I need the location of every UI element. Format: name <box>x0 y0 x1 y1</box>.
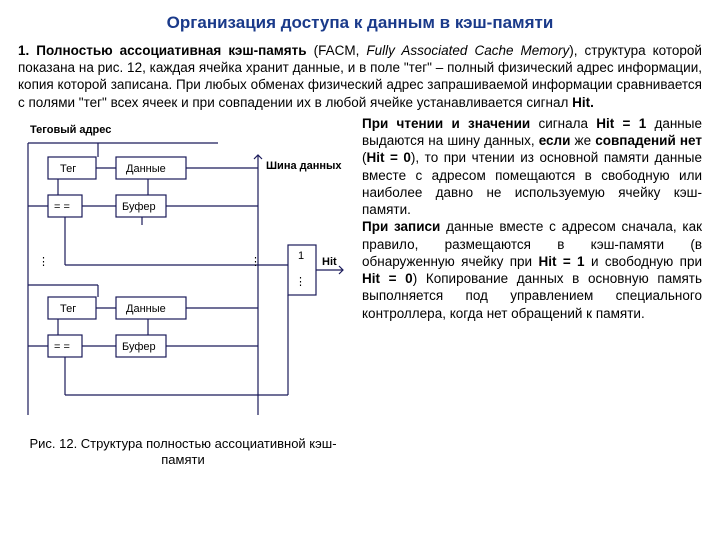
lbl-hit: Hit <box>322 256 337 268</box>
lbl-one: 1 <box>298 250 304 262</box>
lbl-data2: Данные <box>126 303 166 315</box>
r-hit1: Hit = 1 <box>596 116 646 131</box>
p1-full: Fully Associated Cache Memory <box>366 43 569 58</box>
dots1: ⋮ <box>38 256 49 268</box>
r-esli: если <box>539 133 571 148</box>
dots3: ⋮ <box>295 276 306 288</box>
lbl-bus: Шина данных <box>266 160 342 172</box>
cache-diagram: Теговый адрес Тег Данные = = Буфер Шина … <box>18 115 348 430</box>
r2d: и свободную при <box>585 254 702 269</box>
r2f: ) Копирование данных в основную память в… <box>362 271 702 321</box>
r-write-lead: При записи <box>362 219 440 234</box>
r1b: сигнала <box>530 116 596 131</box>
p1-hit: Hit. <box>572 95 594 110</box>
diagram-column: Теговый адрес Тег Данные = = Буфер Шина … <box>18 115 348 469</box>
lbl-tag1: Тег <box>60 163 76 175</box>
lbl-buf1: Буфер <box>122 201 156 213</box>
dots2: ⋮ <box>250 256 261 268</box>
figure-caption: Рис. 12. Структура полностью ассоциативн… <box>18 436 348 469</box>
p1-facm: (FACM, <box>314 43 360 58</box>
p1-lead: 1. Полностью ассоциативная кэш-память <box>18 43 307 58</box>
r-hit0b: Hit = 0 <box>362 271 413 286</box>
page-title: Организация доступа к данным в кэш-памят… <box>18 12 702 34</box>
lbl-data1: Данные <box>126 163 166 175</box>
intro-paragraph: 1. Полностью ассоциативная кэш-память (F… <box>18 42 702 111</box>
r1j: ), то при чтении из основной памяти данн… <box>362 150 702 217</box>
lbl-buf2: Буфер <box>122 341 156 353</box>
lbl-tag2: Тег <box>60 303 76 315</box>
lbl-eq1: = = <box>54 201 70 213</box>
r1f: же <box>570 133 595 148</box>
right-text: При чтении и значении сигнала Hit = 1 да… <box>362 115 702 469</box>
r-nomatch: совпадений нет <box>595 133 702 148</box>
r-read-lead: При чтении и значении <box>362 116 530 131</box>
r-hit0a: Hit = 0 <box>367 150 411 165</box>
r-hit1b: Hit = 1 <box>538 254 584 269</box>
lbl-tag-addr: Теговый адрес <box>30 124 111 136</box>
lbl-eq2: = = <box>54 341 70 353</box>
